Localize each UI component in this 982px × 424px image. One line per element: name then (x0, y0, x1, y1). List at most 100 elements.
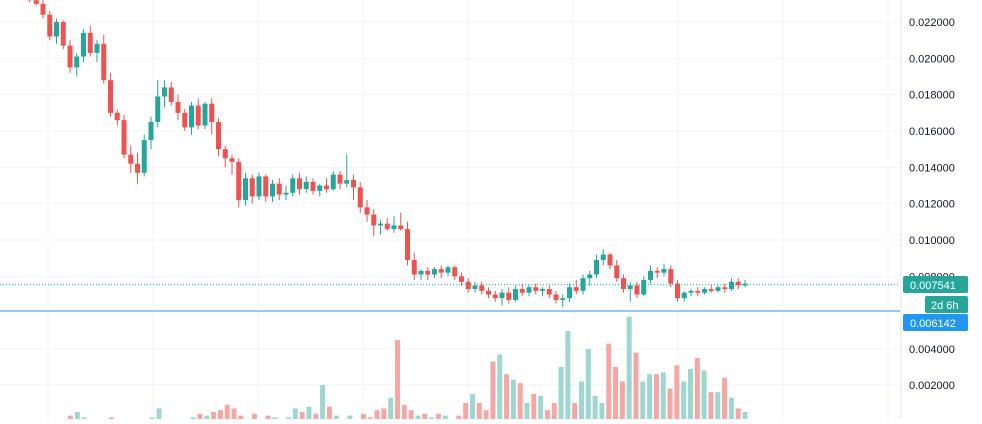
volume-bar (559, 367, 564, 419)
bar-countdown: 2d 6h (931, 300, 959, 312)
candle (27, 0, 32, 2)
volume-bar (463, 403, 468, 419)
candle-body (47, 15, 52, 37)
candle (176, 95, 181, 120)
candle-body (621, 278, 626, 289)
candle-body (425, 271, 430, 275)
volume-bar (443, 416, 448, 419)
candle (101, 35, 106, 84)
candle-body (729, 282, 734, 289)
candle-body (479, 285, 484, 290)
candle (290, 175, 295, 197)
volume-bar (579, 381, 584, 419)
volume-bar (599, 403, 604, 419)
candle-body (95, 44, 100, 53)
candle-body (432, 269, 437, 274)
candle (324, 178, 329, 193)
candle-body (331, 175, 336, 190)
volume-bar (381, 408, 386, 419)
candle (398, 213, 403, 231)
volume-bar (300, 412, 305, 419)
candle (223, 146, 228, 168)
candle (446, 265, 451, 276)
candle-body (689, 291, 694, 293)
candle (216, 118, 221, 156)
volume-bar (252, 414, 257, 419)
volume-bar (552, 403, 557, 419)
candle-body (142, 140, 147, 173)
candle-body (176, 102, 181, 113)
candle (425, 267, 430, 280)
volume-bar (681, 381, 686, 419)
candle-body (493, 295, 498, 299)
candle (263, 175, 268, 202)
candle-body (452, 267, 457, 276)
candle (122, 115, 127, 159)
candle (702, 287, 707, 294)
volume-bar (729, 398, 734, 419)
candle-body (540, 289, 545, 291)
candle (506, 287, 511, 303)
candle-body (702, 289, 707, 293)
candle-body (209, 104, 214, 122)
volume-bar (68, 416, 73, 419)
volume-bar (668, 389, 673, 419)
candle-body (270, 184, 275, 197)
volume-bar (484, 410, 489, 419)
volume-bar (695, 358, 700, 419)
last-price-value: 0.007541 (910, 280, 956, 292)
candle (466, 278, 471, 293)
price-tick-label: 0.022000 (909, 17, 955, 29)
candle (189, 102, 194, 135)
volume-bar (388, 398, 393, 419)
candle-body (189, 106, 194, 128)
candle (236, 158, 241, 207)
candle (554, 291, 559, 304)
volume-bar (518, 383, 523, 419)
candle (648, 265, 653, 283)
volume-bar (197, 414, 202, 419)
candle-body (594, 260, 599, 275)
candle (277, 178, 282, 200)
candle (405, 222, 410, 266)
candle (567, 284, 572, 302)
volume-bar (232, 408, 237, 419)
candle-body (648, 271, 653, 280)
candle-body (547, 289, 552, 294)
candle-body (695, 291, 700, 293)
volume-bar (545, 410, 550, 419)
candle (74, 53, 79, 77)
candle (608, 253, 613, 269)
candle-body (614, 265, 619, 278)
volume-bar (266, 416, 271, 419)
candle-body (203, 104, 208, 126)
volume-bar (375, 410, 380, 419)
candle-body (446, 267, 451, 272)
candle-body (88, 33, 93, 53)
volume-bar (606, 344, 611, 419)
candle (34, 0, 39, 6)
candle (459, 273, 464, 286)
price-tick-label: 0.020000 (909, 53, 955, 65)
candle-body (68, 46, 73, 68)
volume-bar (688, 369, 693, 419)
candle-body (223, 149, 228, 158)
candle (675, 280, 680, 302)
candle-body (101, 44, 106, 80)
price-axis[interactable]: 0.0220000.0200000.0180000.0160000.014000… (901, 0, 955, 419)
candle-body (398, 225, 403, 229)
volume-bar (640, 381, 645, 419)
candle-body (392, 225, 397, 229)
volume-bar (204, 416, 209, 419)
candle (311, 178, 316, 194)
candle-body (513, 289, 518, 300)
candle-body (54, 22, 59, 37)
volume-bar (470, 394, 475, 419)
candle-body (554, 295, 559, 300)
volume-bar (504, 374, 509, 419)
candle (54, 18, 59, 43)
candle-body (216, 122, 221, 149)
candle (689, 289, 694, 296)
